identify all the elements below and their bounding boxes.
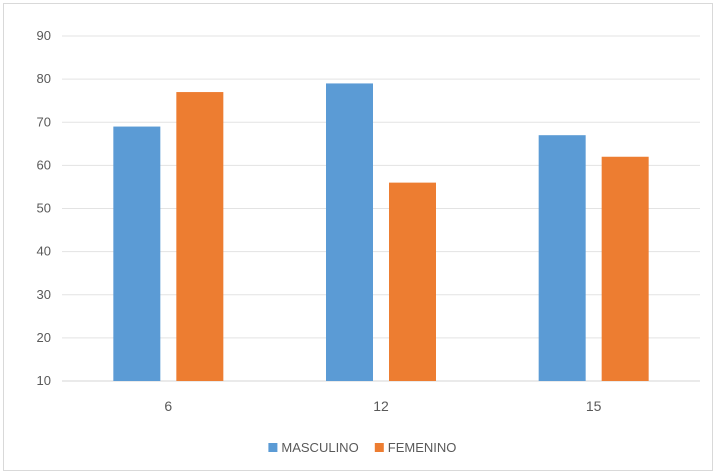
bar-masculino-12 xyxy=(326,83,373,381)
y-tick-label: 10 xyxy=(37,373,51,388)
y-tick-label: 80 xyxy=(37,71,51,86)
y-tick-label: 70 xyxy=(37,114,51,129)
legend-swatch xyxy=(374,443,384,452)
y-tick-label: 40 xyxy=(37,244,51,259)
y-tick-label: 50 xyxy=(37,201,51,216)
x-axis-ticks: 6 12 15 xyxy=(164,398,601,414)
bar-femenino-6 xyxy=(176,92,224,381)
y-tick-label: 30 xyxy=(37,287,51,302)
y-tick-label: 20 xyxy=(37,330,51,345)
legend: MASCULINO FEMENINO xyxy=(268,440,456,455)
legend-item-femenino: FEMENINO xyxy=(374,440,457,455)
y-tick-label: 60 xyxy=(37,157,51,172)
bar-femenino-15 xyxy=(601,156,649,381)
bar-masculino-6 xyxy=(113,126,161,381)
grid-layer xyxy=(62,35,700,382)
bar-masculino-15 xyxy=(538,135,586,381)
y-axis-ticks: 10 20 30 40 50 60 70 80 90 xyxy=(37,28,51,388)
bars xyxy=(113,83,649,381)
x-tick-label: 15 xyxy=(586,398,602,414)
x-tick-label: 6 xyxy=(164,398,172,414)
bar-femenino-12 xyxy=(389,182,436,381)
y-tick-label: 90 xyxy=(37,28,51,43)
x-tick-label: 12 xyxy=(373,398,389,414)
legend-item-masculino: MASCULINO xyxy=(268,440,359,455)
legend-label: MASCULINO xyxy=(281,440,358,455)
legend-label: FEMENINO xyxy=(388,440,457,455)
legend-swatch xyxy=(268,443,278,452)
